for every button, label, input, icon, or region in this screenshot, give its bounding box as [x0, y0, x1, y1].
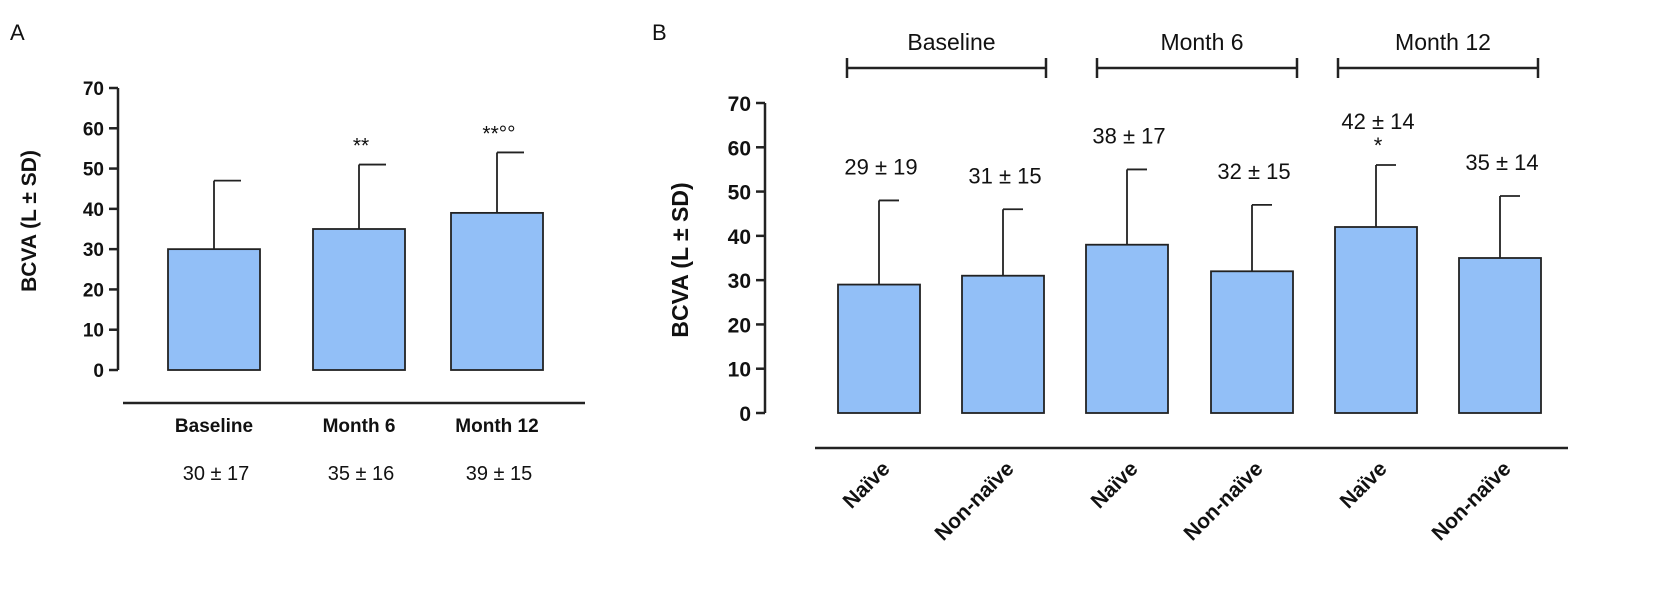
panel-b-value-label: 38 ± 17 [1092, 123, 1165, 148]
panel-a-value-label: 30 ± 17 [183, 463, 250, 485]
panel-b-bar [1458, 257, 1542, 414]
panel-b-bar [1085, 243, 1169, 414]
panel-b-y-tick-label: 50 [728, 182, 751, 205]
panel-b-significance-marker: * [1374, 133, 1383, 158]
panel-b-group-label: Baseline [907, 29, 995, 55]
panel-a-y-tick-label: 40 [83, 200, 104, 221]
panel-b-y-tick-label: 70 [728, 93, 751, 116]
panel-b-y-tick-label: 20 [728, 314, 751, 337]
panel-b-x-tick-label: Non-naïve [1179, 457, 1267, 545]
panel-b-chart: 0 10 20 30 40 50 60 70 Baseline Month 6 Month 12 29… [728, 29, 1568, 545]
panel-b-value-label: 29 ± 19 [844, 154, 917, 179]
panel-a-significance-marker: ** [353, 135, 369, 158]
panel-b-x-tick-label: Naïve [1336, 457, 1392, 513]
panel-b-value-label: 42 ± 14 [1341, 109, 1414, 134]
panel-a-x-tick-label: Baseline [175, 416, 253, 437]
panel-a-y-tick-label: 10 [83, 321, 104, 342]
panel-a-chart: 0 10 20 30 40 50 60 70 Baseline 30 ± 17 ** Month 6 3… [83, 79, 585, 485]
panel-b-group-label: Month 6 [1160, 29, 1243, 55]
panel-b-y-tick-label: 30 [728, 270, 751, 293]
panel-a-bar [312, 228, 406, 371]
panel-a-significance-marker: **°° [482, 122, 515, 145]
panel-b-value-label: 35 ± 14 [1465, 150, 1538, 175]
panel-a-bar [167, 248, 261, 371]
panel-a-x-tick-label: Month 12 [455, 416, 538, 437]
panel-b-bar [961, 274, 1045, 414]
panel-b-bar [1334, 226, 1418, 414]
panel-a-y-tick-label: 70 [83, 79, 104, 100]
panel-b-y-tick-label: 40 [728, 226, 751, 249]
panel-b-y-tick-label: 10 [728, 359, 751, 382]
panel-a-value-label: 39 ± 15 [466, 463, 533, 485]
panel-a-y-tick-label: 20 [83, 280, 104, 301]
panel-label-b: B [652, 20, 667, 45]
panel-b-value-label: 32 ± 15 [1217, 159, 1290, 184]
panel-b-y-axis-label: BCVA (L ± SD) [667, 182, 693, 337]
panel-b-x-tick-label: Naïve [1087, 457, 1143, 513]
panel-b-x-tick-label: Non-naïve [930, 457, 1018, 545]
panel-b-bar [1210, 270, 1294, 414]
panel-a-y-tick-label: 0 [93, 361, 104, 382]
panel-a-x-tick-label: Month 6 [323, 416, 396, 437]
panel-a-y-tick-label: 50 [83, 160, 104, 181]
panel-b-y-tick-label: 0 [739, 403, 751, 426]
panel-label-a: A [10, 20, 25, 45]
panel-b-value-label: 31 ± 15 [968, 163, 1041, 188]
panel-a-y-tick-label: 30 [83, 240, 104, 261]
panel-a-bar [450, 211, 544, 371]
panel-a-y-tick-label: 60 [83, 119, 104, 140]
panel-b-y-tick-label: 60 [728, 137, 751, 160]
panel-b-group-label: Month 12 [1395, 29, 1491, 55]
panel-b-x-tick-label: Naïve [839, 457, 895, 513]
panel-a-value-label: 35 ± 16 [328, 463, 395, 485]
panel-a-y-axis-label: BCVA (L ± SD) [18, 150, 41, 292]
panel-b-x-tick-label: Non-naïve [1427, 457, 1515, 545]
panel-b-bar [837, 283, 921, 414]
